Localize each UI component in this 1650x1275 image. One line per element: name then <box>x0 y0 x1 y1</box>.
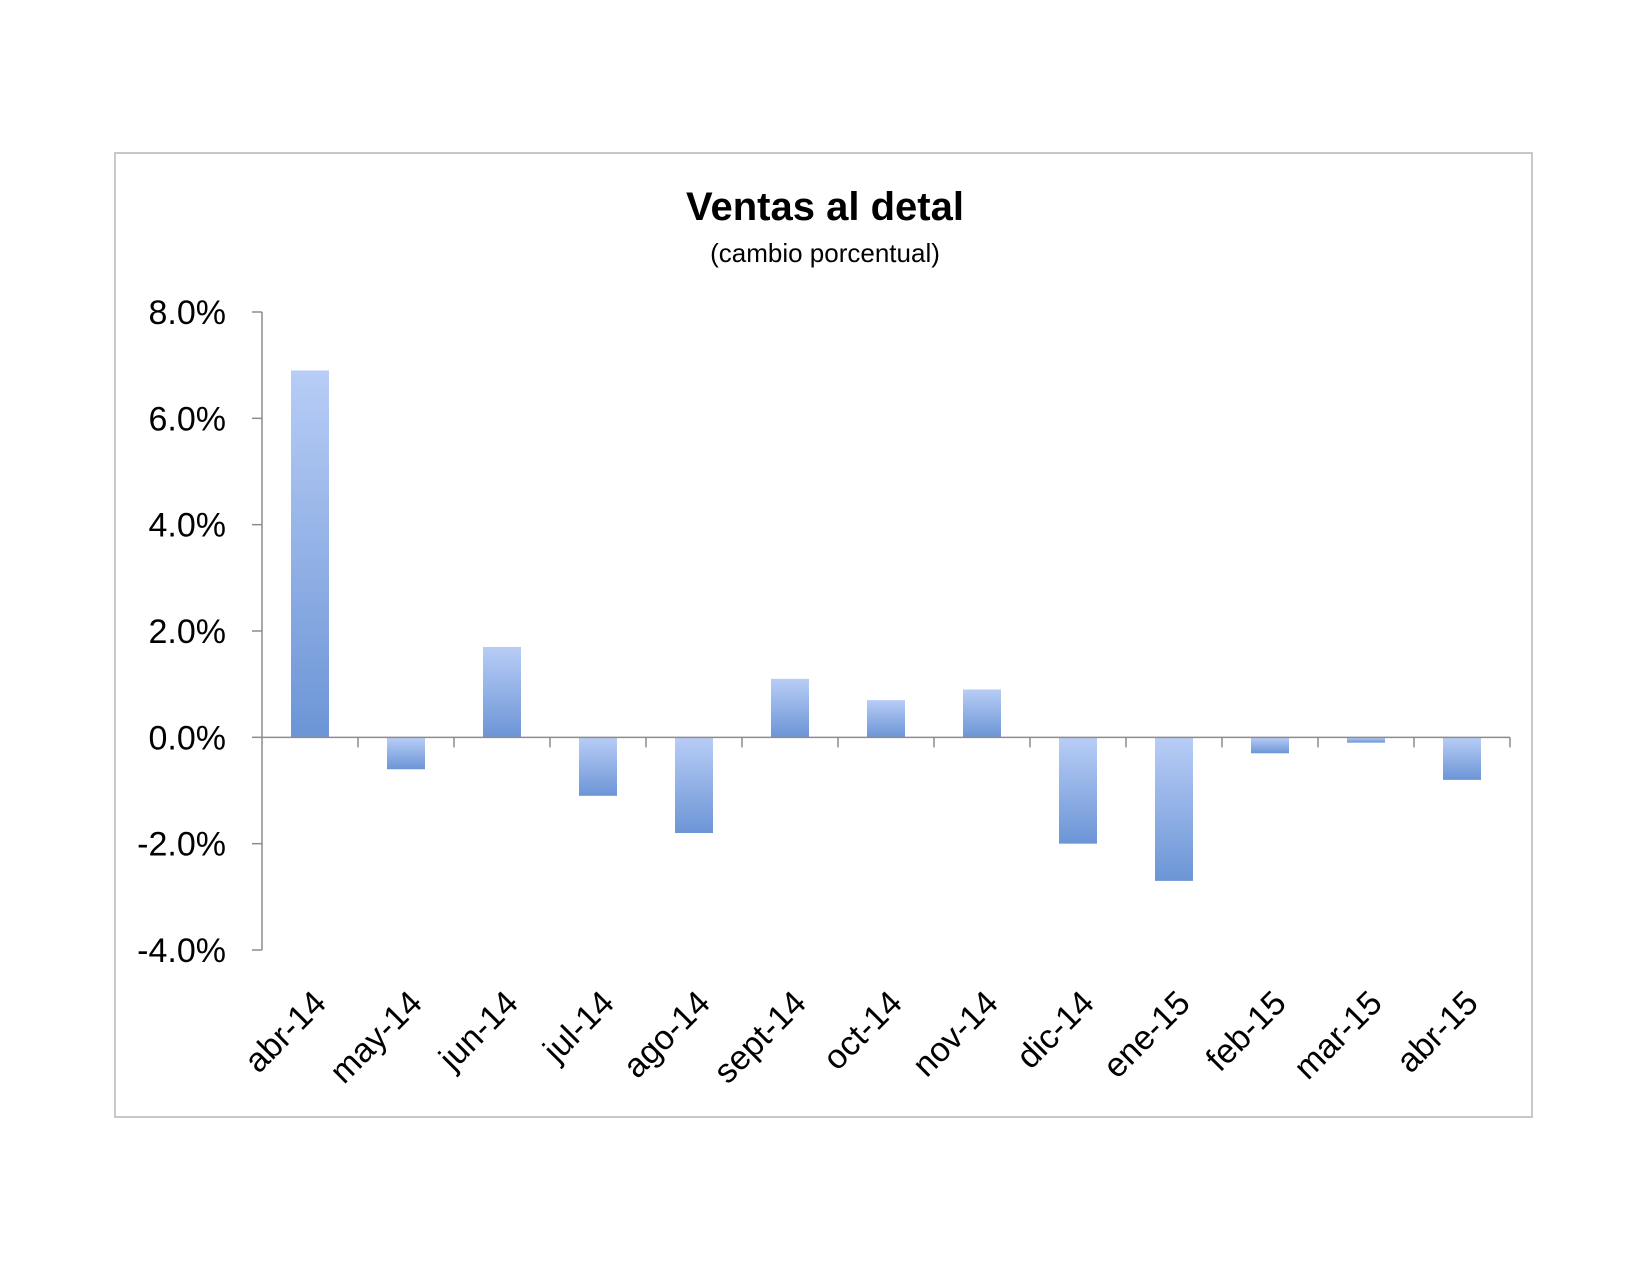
chart-subtitle: (cambio porcentual) <box>710 238 940 268</box>
x-tick-label: abr-14 <box>237 984 333 1080</box>
bar <box>387 737 425 770</box>
bar <box>675 737 713 834</box>
y-tick-label: 8.0% <box>149 294 227 332</box>
y-axis: 8.0% 6.0% 4.0% 2.0% 0.0% -2.0% -4.0% <box>137 294 263 970</box>
x-tick-label: ene-15 <box>1096 984 1198 1086</box>
bar <box>483 646 521 738</box>
bar <box>1155 737 1193 881</box>
y-tick-label: 0.0% <box>149 719 227 757</box>
chart-frame <box>114 152 1533 1118</box>
x-tick-label: dic-14 <box>1009 984 1101 1076</box>
bar <box>1443 737 1481 780</box>
x-tick-label: ago-14 <box>616 984 718 1086</box>
y-tick-label: 2.0% <box>149 613 227 651</box>
x-tick-label: may-14 <box>323 984 430 1091</box>
bar <box>963 689 1001 738</box>
x-tick-label: oct-14 <box>816 984 910 1078</box>
bar <box>1251 737 1289 754</box>
x-tick-label: sept-14 <box>707 984 814 1091</box>
bar <box>579 737 617 796</box>
y-tick-label: -4.0% <box>137 932 226 970</box>
bar <box>771 678 809 738</box>
chart-title: Ventas al detal <box>686 185 964 229</box>
bar <box>867 700 905 738</box>
bar <box>1347 737 1385 743</box>
x-tick-label: feb-15 <box>1199 984 1294 1079</box>
bar <box>1059 737 1097 844</box>
y-tick-label: -2.0% <box>137 826 226 864</box>
bar <box>291 370 329 738</box>
y-tick-label: 4.0% <box>149 507 227 545</box>
bars <box>291 370 1481 881</box>
x-tick-label: nov-14 <box>905 984 1005 1084</box>
x-tick-label: mar-15 <box>1287 984 1390 1087</box>
y-tick-label: 6.0% <box>149 400 227 438</box>
x-tick-label: jun-14 <box>431 984 525 1078</box>
x-tick-label: abr-15 <box>1389 984 1485 1080</box>
x-tick-label: jul-14 <box>535 984 621 1070</box>
